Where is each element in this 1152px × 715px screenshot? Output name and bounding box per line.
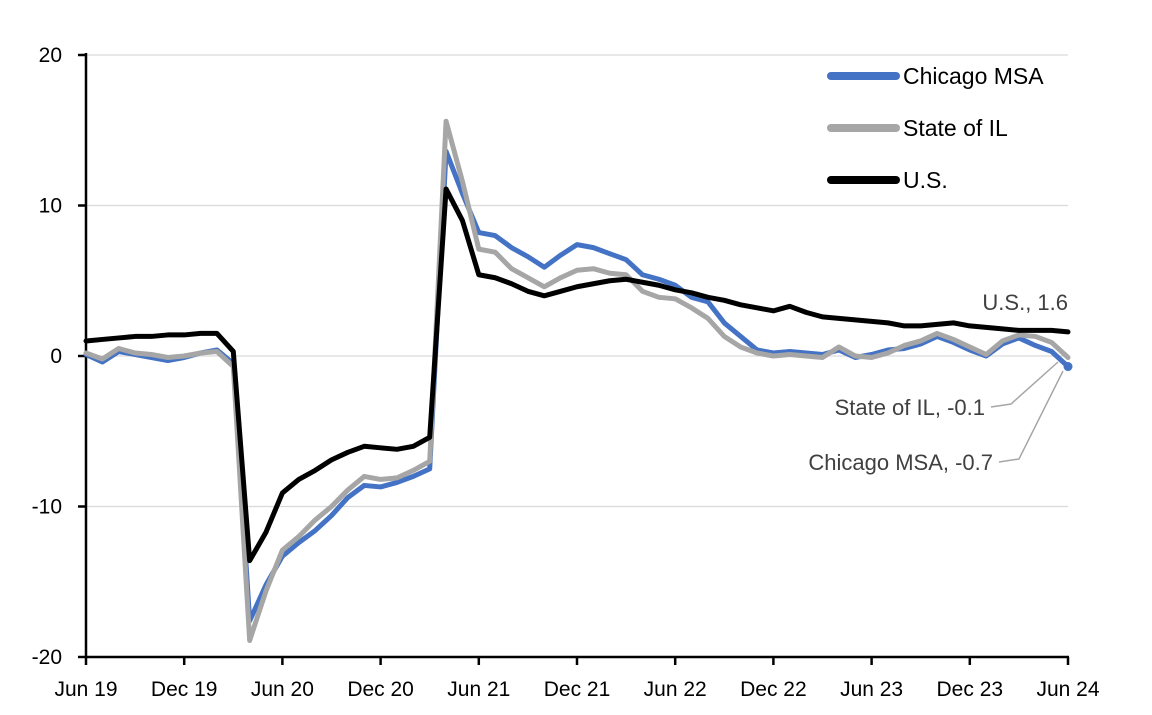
annotation-leader-state-of-il <box>990 361 1059 408</box>
x-tick-label: Jun 23 <box>840 678 903 701</box>
x-tick-label: Dec 23 <box>937 678 1004 701</box>
x-tick-label: Jun 20 <box>251 678 314 701</box>
legend-item-chicago-msa: Chicago MSA <box>827 50 1044 102</box>
legend-item-us: U.S. <box>827 154 1044 206</box>
series-line-u-s <box>83 186 1071 564</box>
legend-label-state-of-il: State of IL <box>903 114 1008 141</box>
legend-swatch-us <box>827 176 900 184</box>
x-tick-label: Dec 20 <box>347 678 414 701</box>
y-tick-label: 10 <box>39 195 62 218</box>
chart-legend: Chicago MSA State of IL U.S. <box>827 50 1044 206</box>
x-tick-label: Jun 19 <box>54 678 117 701</box>
legend-item-state-of-il: State of IL <box>827 102 1044 154</box>
legend-swatch-state-of-il <box>827 124 900 132</box>
y-tick-label: 0 <box>50 345 62 368</box>
legend-label-us: U.S. <box>903 166 948 193</box>
legend-swatch-chicago-msa <box>827 72 900 80</box>
x-tick-label: Jun 24 <box>1036 678 1099 701</box>
x-tick-label: Jun 22 <box>644 678 707 701</box>
annotation-us-end-value: U.S., 1.6 <box>982 290 1068 315</box>
annotation-chicago-msa-end-value: Chicago MSA, -0.7 <box>808 450 993 475</box>
series-end-marker-chicago-msa <box>1063 362 1073 372</box>
x-tick-label: Dec 21 <box>544 678 611 701</box>
series-line-state-of-il <box>83 118 1071 643</box>
y-tick-label: 20 <box>39 44 62 67</box>
x-tick-label: Jun 21 <box>447 678 510 701</box>
legend-label-chicago-msa: Chicago MSA <box>903 62 1044 89</box>
x-tick-label: Dec 22 <box>740 678 807 701</box>
y-tick-label: -20 <box>32 646 62 669</box>
y-tick-label: -10 <box>32 496 62 519</box>
annotation-leader-chicago-msa <box>998 370 1064 463</box>
x-tick-label: Dec 19 <box>151 678 218 701</box>
annotation-state-of-il-end-value: State of IL, -0.1 <box>834 395 985 420</box>
